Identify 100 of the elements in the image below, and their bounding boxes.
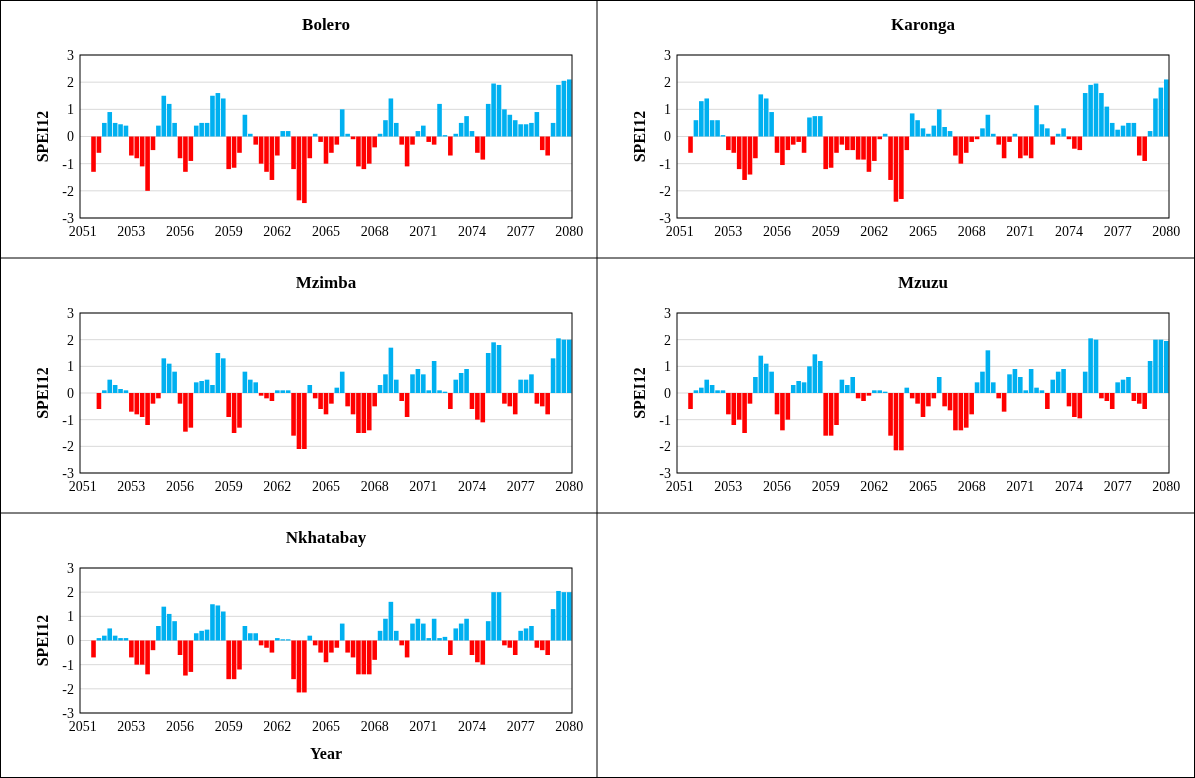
bar (280, 131, 286, 137)
x-tick-label: 2059 (214, 224, 243, 239)
y-tick-label: -1 (62, 657, 74, 673)
x-tick-label: 2062 (263, 719, 292, 734)
y-tick-label: 1 (67, 102, 74, 118)
bar (1109, 393, 1115, 409)
y-tick-label: 0 (664, 385, 671, 401)
x-tick-label: 2074 (457, 719, 486, 734)
x-tick-label: 2053 (117, 224, 146, 239)
bar (307, 635, 313, 641)
x-tick-label: 2080 (1152, 224, 1181, 239)
x-tick-label: 2051 (665, 224, 694, 239)
y-tick-label: -3 (62, 465, 74, 481)
y-tick-label: 2 (67, 332, 74, 348)
y-tick-label: -2 (659, 183, 671, 199)
y-tick-label: -3 (659, 210, 671, 226)
x-tick-label: 2051 (68, 479, 97, 494)
bar (426, 136, 432, 142)
x-tick-label: 2068 (957, 479, 986, 494)
x-tick-label: 2056 (166, 479, 195, 494)
x-tick-label: 2080 (555, 719, 584, 734)
bar (817, 116, 823, 137)
y-tick-label: -2 (659, 439, 671, 455)
x-tick-label: 2074 (1054, 224, 1083, 239)
x-tick-label: 2068 (957, 224, 986, 239)
x-tick-label: 2059 (811, 479, 840, 494)
x-tick-label: 2053 (714, 224, 743, 239)
y-axis-title: SPEI12 (34, 110, 51, 163)
y-tick-label: -1 (659, 412, 671, 428)
x-tick-label: 2074 (1054, 479, 1083, 494)
bar (448, 640, 453, 655)
y-axis-title: SPEI12 (34, 614, 51, 667)
x-tick-label: 2065 (312, 224, 340, 239)
x-tick-label: 2071 (409, 224, 438, 239)
x-tick-label: 2062 (263, 224, 292, 239)
bar (339, 371, 345, 393)
y-tick-label: 2 (67, 585, 74, 601)
x-tick-label: 2056 (166, 224, 195, 239)
x-tick-label: 2065 (909, 224, 937, 239)
chart-title: Mzimba (295, 273, 357, 292)
y-tick-label: -1 (62, 156, 74, 172)
y-tick-label: -2 (62, 183, 74, 199)
x-tick-label: 2077 (506, 479, 535, 494)
x-tick-label: 2071 (409, 479, 438, 494)
x-tick-label: 2051 (68, 224, 97, 239)
bar (448, 136, 453, 156)
x-tick-label: 2068 (360, 479, 389, 494)
chart-title: Bolero (302, 15, 350, 34)
x-tick-label: 2080 (1152, 479, 1181, 494)
bar (453, 628, 459, 641)
y-tick-label: 1 (67, 359, 74, 375)
y-tick-label: 3 (67, 560, 74, 576)
x-tick-label: 2062 (860, 224, 889, 239)
bar (1050, 136, 1056, 145)
y-tick-label: 1 (664, 102, 671, 118)
y-tick-label: 2 (664, 75, 671, 91)
y-tick-label: -2 (62, 681, 74, 697)
bar (448, 393, 453, 409)
y-tick-label: 3 (67, 305, 74, 321)
x-tick-label: 2077 (1103, 479, 1132, 494)
x-tick-label: 2051 (665, 479, 694, 494)
y-tick-label: -1 (62, 412, 74, 428)
x-tick-label: 2071 (1006, 479, 1035, 494)
bar (688, 136, 693, 153)
bar (882, 133, 888, 137)
bar (936, 377, 942, 393)
y-tick-label: 0 (67, 385, 74, 401)
y-tick-label: 3 (67, 47, 74, 63)
x-tick-label: 2065 (312, 479, 340, 494)
chart-title: Nkhatabay (285, 528, 367, 547)
y-tick-label: -1 (659, 156, 671, 172)
y-tick-label: 1 (664, 359, 671, 375)
x-tick-label: 2062 (263, 479, 292, 494)
y-axis-title: SPEI12 (34, 367, 51, 419)
x-tick-label: 2056 (166, 719, 195, 734)
x-tick-label: 2059 (214, 479, 243, 494)
x-tick-label: 2059 (214, 719, 243, 734)
y-tick-label: 2 (67, 75, 74, 91)
y-tick-label: 0 (664, 129, 671, 145)
x-tick-label: 2065 (909, 479, 937, 494)
x-tick-label: 2053 (117, 479, 146, 494)
x-tick-label: 2062 (860, 479, 889, 494)
x-tick-label: 2053 (117, 719, 146, 734)
bar (688, 393, 693, 409)
y-tick-label: 0 (67, 633, 74, 649)
bar (512, 393, 518, 415)
bar (904, 387, 910, 393)
x-tick-label: 2077 (1103, 224, 1132, 239)
bar (91, 640, 96, 658)
bar (312, 133, 318, 137)
bar (1045, 393, 1050, 409)
bar (512, 640, 518, 655)
x-tick-label: 2077 (506, 224, 535, 239)
x-tick-label: 2059 (811, 224, 840, 239)
y-tick-label: 0 (67, 129, 74, 145)
x-tick-label: 2074 (457, 479, 486, 494)
x-tick-label: 2071 (1006, 224, 1035, 239)
bar (339, 623, 345, 641)
y-tick-label: 1 (67, 609, 74, 625)
x-tick-label: 2077 (506, 719, 535, 734)
